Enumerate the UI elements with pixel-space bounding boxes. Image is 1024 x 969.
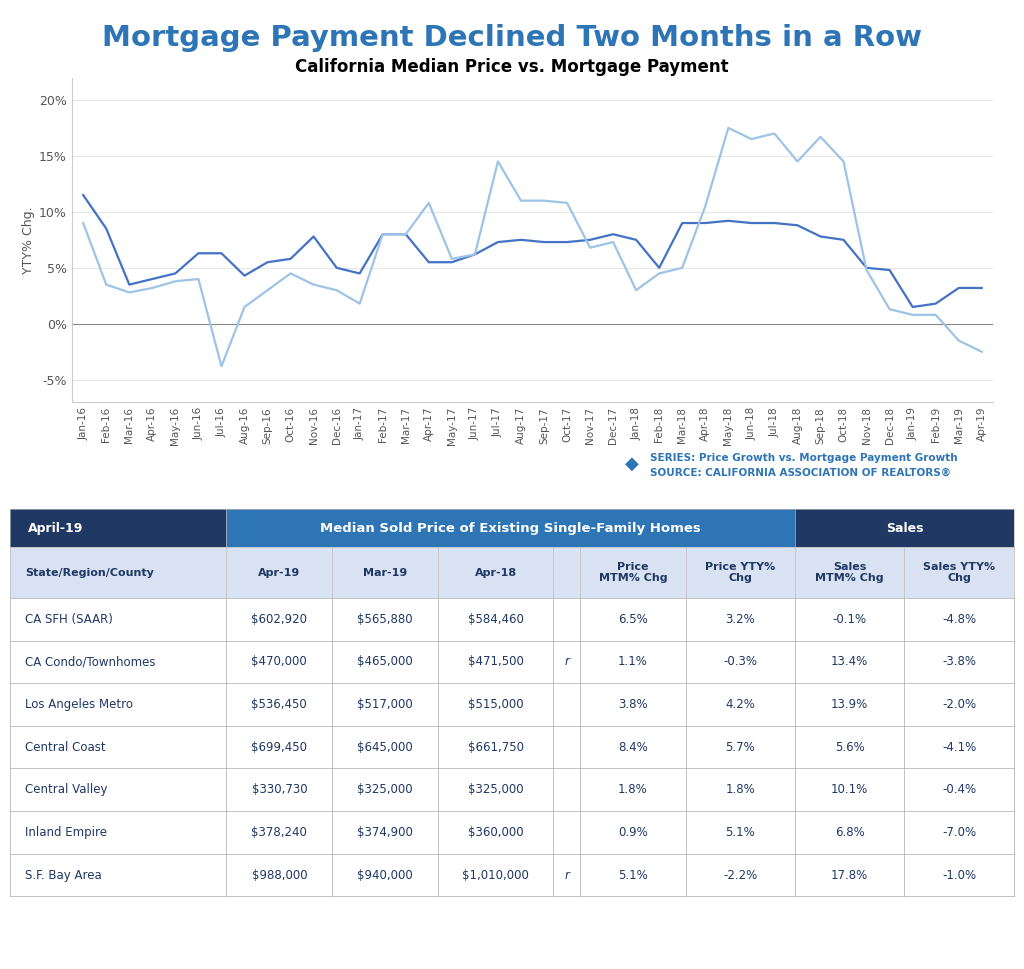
- Text: CA Condo/Townhomes: CA Condo/Townhomes: [26, 655, 156, 669]
- Text: 0.9%: 0.9%: [618, 826, 648, 839]
- Y-axis label: YTY% Chg.: YTY% Chg.: [22, 206, 35, 273]
- Text: Central Valley: Central Valley: [26, 783, 108, 797]
- Text: 1.1%: 1.1%: [617, 655, 648, 669]
- Text: 10.1%: 10.1%: [831, 783, 868, 797]
- Text: Price
MTM% Chg: Price MTM% Chg: [599, 562, 668, 583]
- Text: -0.4%: -0.4%: [942, 783, 976, 797]
- Text: $536,450: $536,450: [252, 698, 307, 711]
- Text: 3.8%: 3.8%: [618, 698, 648, 711]
- Text: $584,460: $584,460: [468, 612, 523, 626]
- Text: $517,000: $517,000: [357, 698, 413, 711]
- Text: -1.0%: -1.0%: [942, 868, 976, 882]
- Text: Los Angeles Metro: Los Angeles Metro: [26, 698, 133, 711]
- Text: Mar-19: Mar-19: [362, 568, 408, 578]
- Text: $470,000: $470,000: [252, 655, 307, 669]
- Text: 6.5%: 6.5%: [618, 612, 648, 626]
- Text: $374,900: $374,900: [357, 826, 413, 839]
- Text: Price YTY%
Chg: Price YTY% Chg: [706, 562, 775, 583]
- Text: r: r: [564, 868, 569, 882]
- Text: Mortgage Payment Declined Two Months in a Row: Mortgage Payment Declined Two Months in …: [102, 24, 922, 52]
- Text: 5.1%: 5.1%: [618, 868, 648, 882]
- Text: CA SFH (SAAR): CA SFH (SAAR): [26, 612, 114, 626]
- Text: 5.1%: 5.1%: [726, 826, 756, 839]
- Text: $988,000: $988,000: [252, 868, 307, 882]
- Text: -4.1%: -4.1%: [942, 740, 976, 754]
- Text: Sales
MTM% Chg: Sales MTM% Chg: [815, 562, 884, 583]
- Text: $378,240: $378,240: [252, 826, 307, 839]
- Text: $515,000: $515,000: [468, 698, 523, 711]
- Text: -0.1%: -0.1%: [833, 612, 866, 626]
- Text: 6.8%: 6.8%: [835, 826, 864, 839]
- Text: $465,000: $465,000: [357, 655, 413, 669]
- Text: Apr-19: Apr-19: [258, 568, 300, 578]
- Text: $661,750: $661,750: [468, 740, 523, 754]
- Text: 3.2%: 3.2%: [726, 612, 756, 626]
- Text: $940,000: $940,000: [357, 868, 413, 882]
- Text: Sales: Sales: [886, 521, 924, 535]
- Text: State/Region/County: State/Region/County: [26, 568, 155, 578]
- Text: -3.8%: -3.8%: [942, 655, 976, 669]
- Text: 13.9%: 13.9%: [831, 698, 868, 711]
- Text: $602,920: $602,920: [251, 612, 307, 626]
- Text: 17.8%: 17.8%: [831, 868, 868, 882]
- Text: $565,880: $565,880: [357, 612, 413, 626]
- Text: $325,000: $325,000: [468, 783, 523, 797]
- Text: 1.8%: 1.8%: [618, 783, 648, 797]
- Text: -2.2%: -2.2%: [723, 868, 758, 882]
- Text: $645,000: $645,000: [357, 740, 413, 754]
- Text: California Median Price vs. Mortgage Payment: California Median Price vs. Mortgage Pay…: [295, 58, 729, 77]
- Text: -2.0%: -2.0%: [942, 698, 976, 711]
- Text: SERIES: Price Growth vs. Mortgage Payment Growth
SOURCE: CALIFORNIA ASSOCIATION : SERIES: Price Growth vs. Mortgage Paymen…: [650, 453, 957, 478]
- Text: $325,000: $325,000: [357, 783, 413, 797]
- Text: S.F. Bay Area: S.F. Bay Area: [26, 868, 102, 882]
- Text: 13.4%: 13.4%: [831, 655, 868, 669]
- Text: $471,500: $471,500: [468, 655, 523, 669]
- Text: Median Sold Price of Existing Single-Family Homes: Median Sold Price of Existing Single-Fam…: [321, 521, 701, 535]
- Text: 4.2%: 4.2%: [725, 698, 756, 711]
- Text: 8.4%: 8.4%: [618, 740, 648, 754]
- Text: -0.3%: -0.3%: [723, 655, 758, 669]
- Text: Inland Empire: Inland Empire: [26, 826, 108, 839]
- Text: Sales YTY%
Chg: Sales YTY% Chg: [923, 562, 995, 583]
- Text: ◆: ◆: [625, 454, 639, 473]
- Text: 1.8%: 1.8%: [726, 783, 756, 797]
- Text: -7.0%: -7.0%: [942, 826, 976, 839]
- Text: r: r: [564, 655, 569, 669]
- Text: Central Coast: Central Coast: [26, 740, 106, 754]
- Text: -4.8%: -4.8%: [942, 612, 976, 626]
- Text: April-19: April-19: [28, 521, 83, 535]
- Text: $330,730: $330,730: [252, 783, 307, 797]
- Text: Apr-18: Apr-18: [474, 568, 517, 578]
- Legend: Price Growth, Mortgage Pmt Growth: Price Growth, Mortgage Pmt Growth: [198, 578, 554, 602]
- Text: 5.6%: 5.6%: [835, 740, 864, 754]
- Text: $1,010,000: $1,010,000: [462, 868, 529, 882]
- Text: $360,000: $360,000: [468, 826, 523, 839]
- Text: $699,450: $699,450: [251, 740, 307, 754]
- Text: 5.7%: 5.7%: [726, 740, 756, 754]
